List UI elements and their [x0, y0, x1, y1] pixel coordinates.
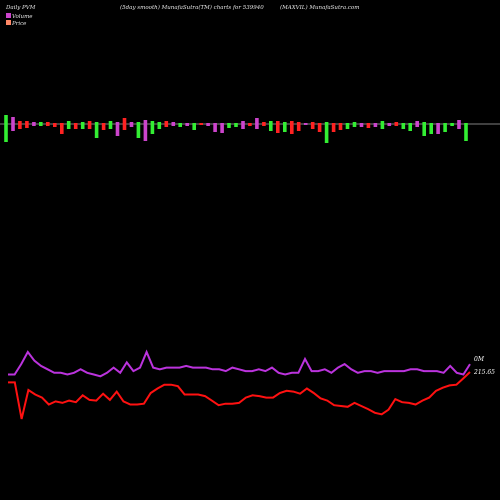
chart-type-label: Daily PVM [5, 5, 36, 11]
pvm-bar [324, 122, 329, 143]
pvm-bar [94, 122, 99, 138]
pvm-bar [387, 123, 392, 126]
pvm-bar [373, 123, 378, 127]
pvm-bars [4, 115, 468, 143]
pvm-bar [262, 122, 266, 126]
pvm-bar [192, 123, 196, 130]
pvm-bar [345, 123, 350, 129]
chart-source-label: (5day smooth) MunafaSutra(TM) charts for… [120, 4, 264, 11]
pvm-bar [269, 121, 273, 131]
pvm-bar [241, 121, 245, 129]
price-legend-swatch [6, 20, 11, 25]
pvm-bar [18, 121, 22, 129]
pvm-bar [46, 122, 50, 126]
price-line [8, 371, 471, 420]
volume-legend-swatch [6, 13, 11, 18]
pvm-bar [415, 121, 419, 127]
pvm-bar [283, 122, 287, 132]
pvm-bar [366, 123, 371, 128]
chart-symbol-label: (MAXVIL) MunafaSutra.com [280, 4, 359, 11]
pvm-bar [338, 123, 343, 130]
pvm-bar [296, 122, 301, 131]
pvm-bar [108, 121, 113, 129]
pvm-bar [66, 121, 71, 129]
volume-line [8, 349, 471, 378]
pvm-bar [115, 122, 120, 136]
pvm-bar [143, 120, 148, 141]
pvm-bar [359, 123, 364, 127]
pvm-bar [60, 123, 64, 134]
pvm-bar [310, 122, 315, 129]
pvm-bar [199, 123, 203, 125]
pvm-bar [290, 121, 294, 134]
pvm-bar [171, 122, 176, 126]
pvm-bar [164, 121, 169, 127]
price-legend-label: Price [11, 21, 27, 27]
pvm-bar [122, 118, 127, 130]
pvm-bar [248, 123, 252, 126]
pvm-bar [25, 121, 29, 128]
pvm-bar [255, 118, 259, 129]
pvm-bar [178, 123, 182, 127]
pvm-bar [303, 123, 308, 125]
pvm-bar [436, 123, 440, 134]
pvm-bar [136, 122, 141, 138]
pvm-bar [150, 121, 155, 134]
pvm-bar [457, 120, 461, 129]
pvm-bar [213, 123, 217, 132]
pvm-bar [11, 117, 15, 131]
pvm-bar [276, 121, 280, 133]
pvm-bar [331, 123, 336, 132]
pvm-bar [220, 123, 224, 133]
volume-value-label: 0M [474, 356, 485, 363]
pvm-bar [401, 123, 406, 129]
pvm-bar [80, 122, 85, 129]
pvm-bar [206, 123, 210, 126]
pvm-bar [422, 122, 426, 136]
pvm-bar [408, 123, 412, 131]
pvm-bar [443, 123, 447, 132]
pvm-bar [352, 122, 357, 127]
pvm-bar [53, 123, 57, 127]
pvm-bar [32, 122, 36, 126]
volume-legend-label: Volume [12, 14, 33, 20]
price-value-label: 215.65 [473, 369, 495, 376]
pvm-bar [157, 122, 162, 129]
pvm-bar [380, 121, 385, 129]
pvm-bar [429, 123, 433, 134]
pvm-bar [234, 123, 238, 127]
pvm-bar [4, 115, 8, 142]
pvm-bar [185, 123, 189, 126]
pvm-bar [227, 123, 231, 128]
pvm-bar [317, 123, 322, 132]
pvm-bar [464, 123, 468, 141]
pvm-bar [450, 123, 454, 126]
pvm-bar [39, 122, 43, 126]
pvm-bar [87, 121, 92, 129]
pvm-bar [73, 123, 78, 129]
pvm-bar [101, 123, 106, 130]
pvm-bar [129, 122, 134, 127]
pvm-bar [394, 122, 399, 126]
